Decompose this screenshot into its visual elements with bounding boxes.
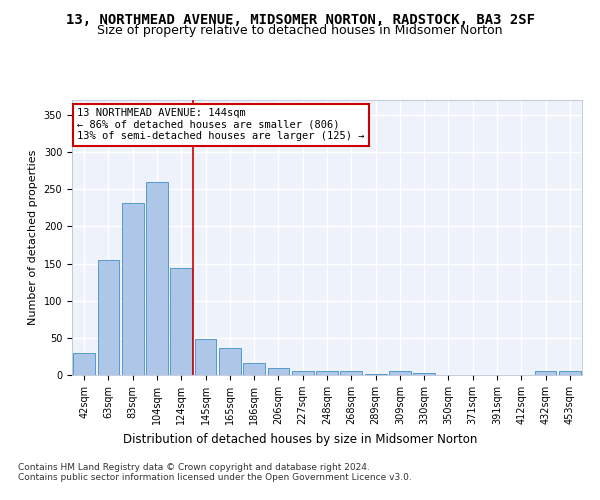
Bar <box>122 202 143 375</box>
Bar <box>97 260 119 375</box>
Bar <box>389 372 411 375</box>
Text: 13, NORTHMEAD AVENUE, MIDSOMER NORTON, RADSTOCK, BA3 2SF: 13, NORTHMEAD AVENUE, MIDSOMER NORTON, R… <box>65 12 535 26</box>
Bar <box>535 372 556 375</box>
Bar <box>243 363 265 375</box>
Bar <box>170 268 192 375</box>
Bar <box>73 354 95 375</box>
Bar <box>316 372 338 375</box>
Text: Size of property relative to detached houses in Midsomer Norton: Size of property relative to detached ho… <box>97 24 503 37</box>
Bar <box>559 372 581 375</box>
Bar <box>292 370 314 375</box>
Bar <box>194 338 217 375</box>
Bar <box>340 372 362 375</box>
Text: Distribution of detached houses by size in Midsomer Norton: Distribution of detached houses by size … <box>123 432 477 446</box>
Bar <box>219 348 241 375</box>
Text: Contains HM Land Registry data © Crown copyright and database right 2024.
Contai: Contains HM Land Registry data © Crown c… <box>18 462 412 482</box>
Bar <box>268 368 289 375</box>
Y-axis label: Number of detached properties: Number of detached properties <box>28 150 38 325</box>
Text: 13 NORTHMEAD AVENUE: 144sqm
← 86% of detached houses are smaller (806)
13% of se: 13 NORTHMEAD AVENUE: 144sqm ← 86% of det… <box>77 108 365 142</box>
Bar <box>146 182 168 375</box>
Bar <box>413 373 435 375</box>
Bar <box>365 374 386 375</box>
